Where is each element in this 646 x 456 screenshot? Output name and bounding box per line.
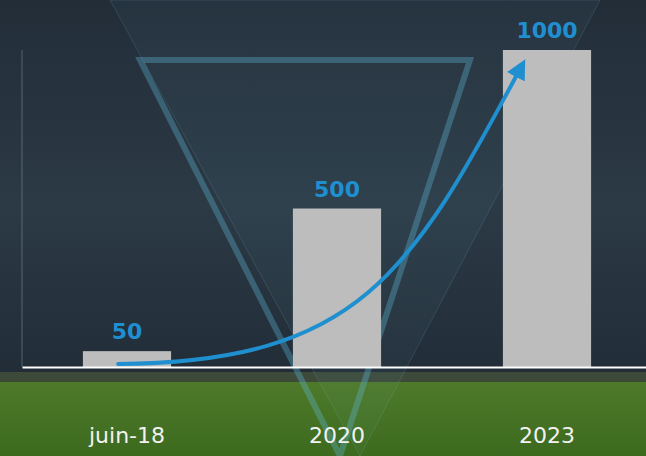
x-tick-label: 2023 (519, 423, 575, 448)
data-label: 50 (112, 319, 143, 344)
plot-area (83, 50, 591, 367)
x-axis-line (23, 367, 646, 369)
background (0, 0, 646, 456)
data-label: 1000 (516, 18, 577, 43)
data-label: 500 (314, 177, 360, 202)
chart: juin-18 2020 2023 50 500 1000 (0, 0, 646, 456)
growth-arrow (118, 68, 520, 364)
x-tick: 2020 (309, 367, 365, 448)
x-tick-label: 2020 (309, 423, 365, 448)
triangle (110, 0, 600, 456)
x-tick-label: juin-18 (88, 423, 165, 448)
data-labels: 50 500 1000 (112, 18, 578, 344)
x-tick: juin-18 (88, 367, 165, 448)
y-axis-line (22, 50, 23, 367)
decoration (110, 0, 600, 456)
bar (293, 209, 381, 368)
x-axis: juin-18 2020 2023 (23, 367, 646, 448)
x-tick: 2023 (519, 367, 575, 448)
bar (503, 50, 591, 367)
